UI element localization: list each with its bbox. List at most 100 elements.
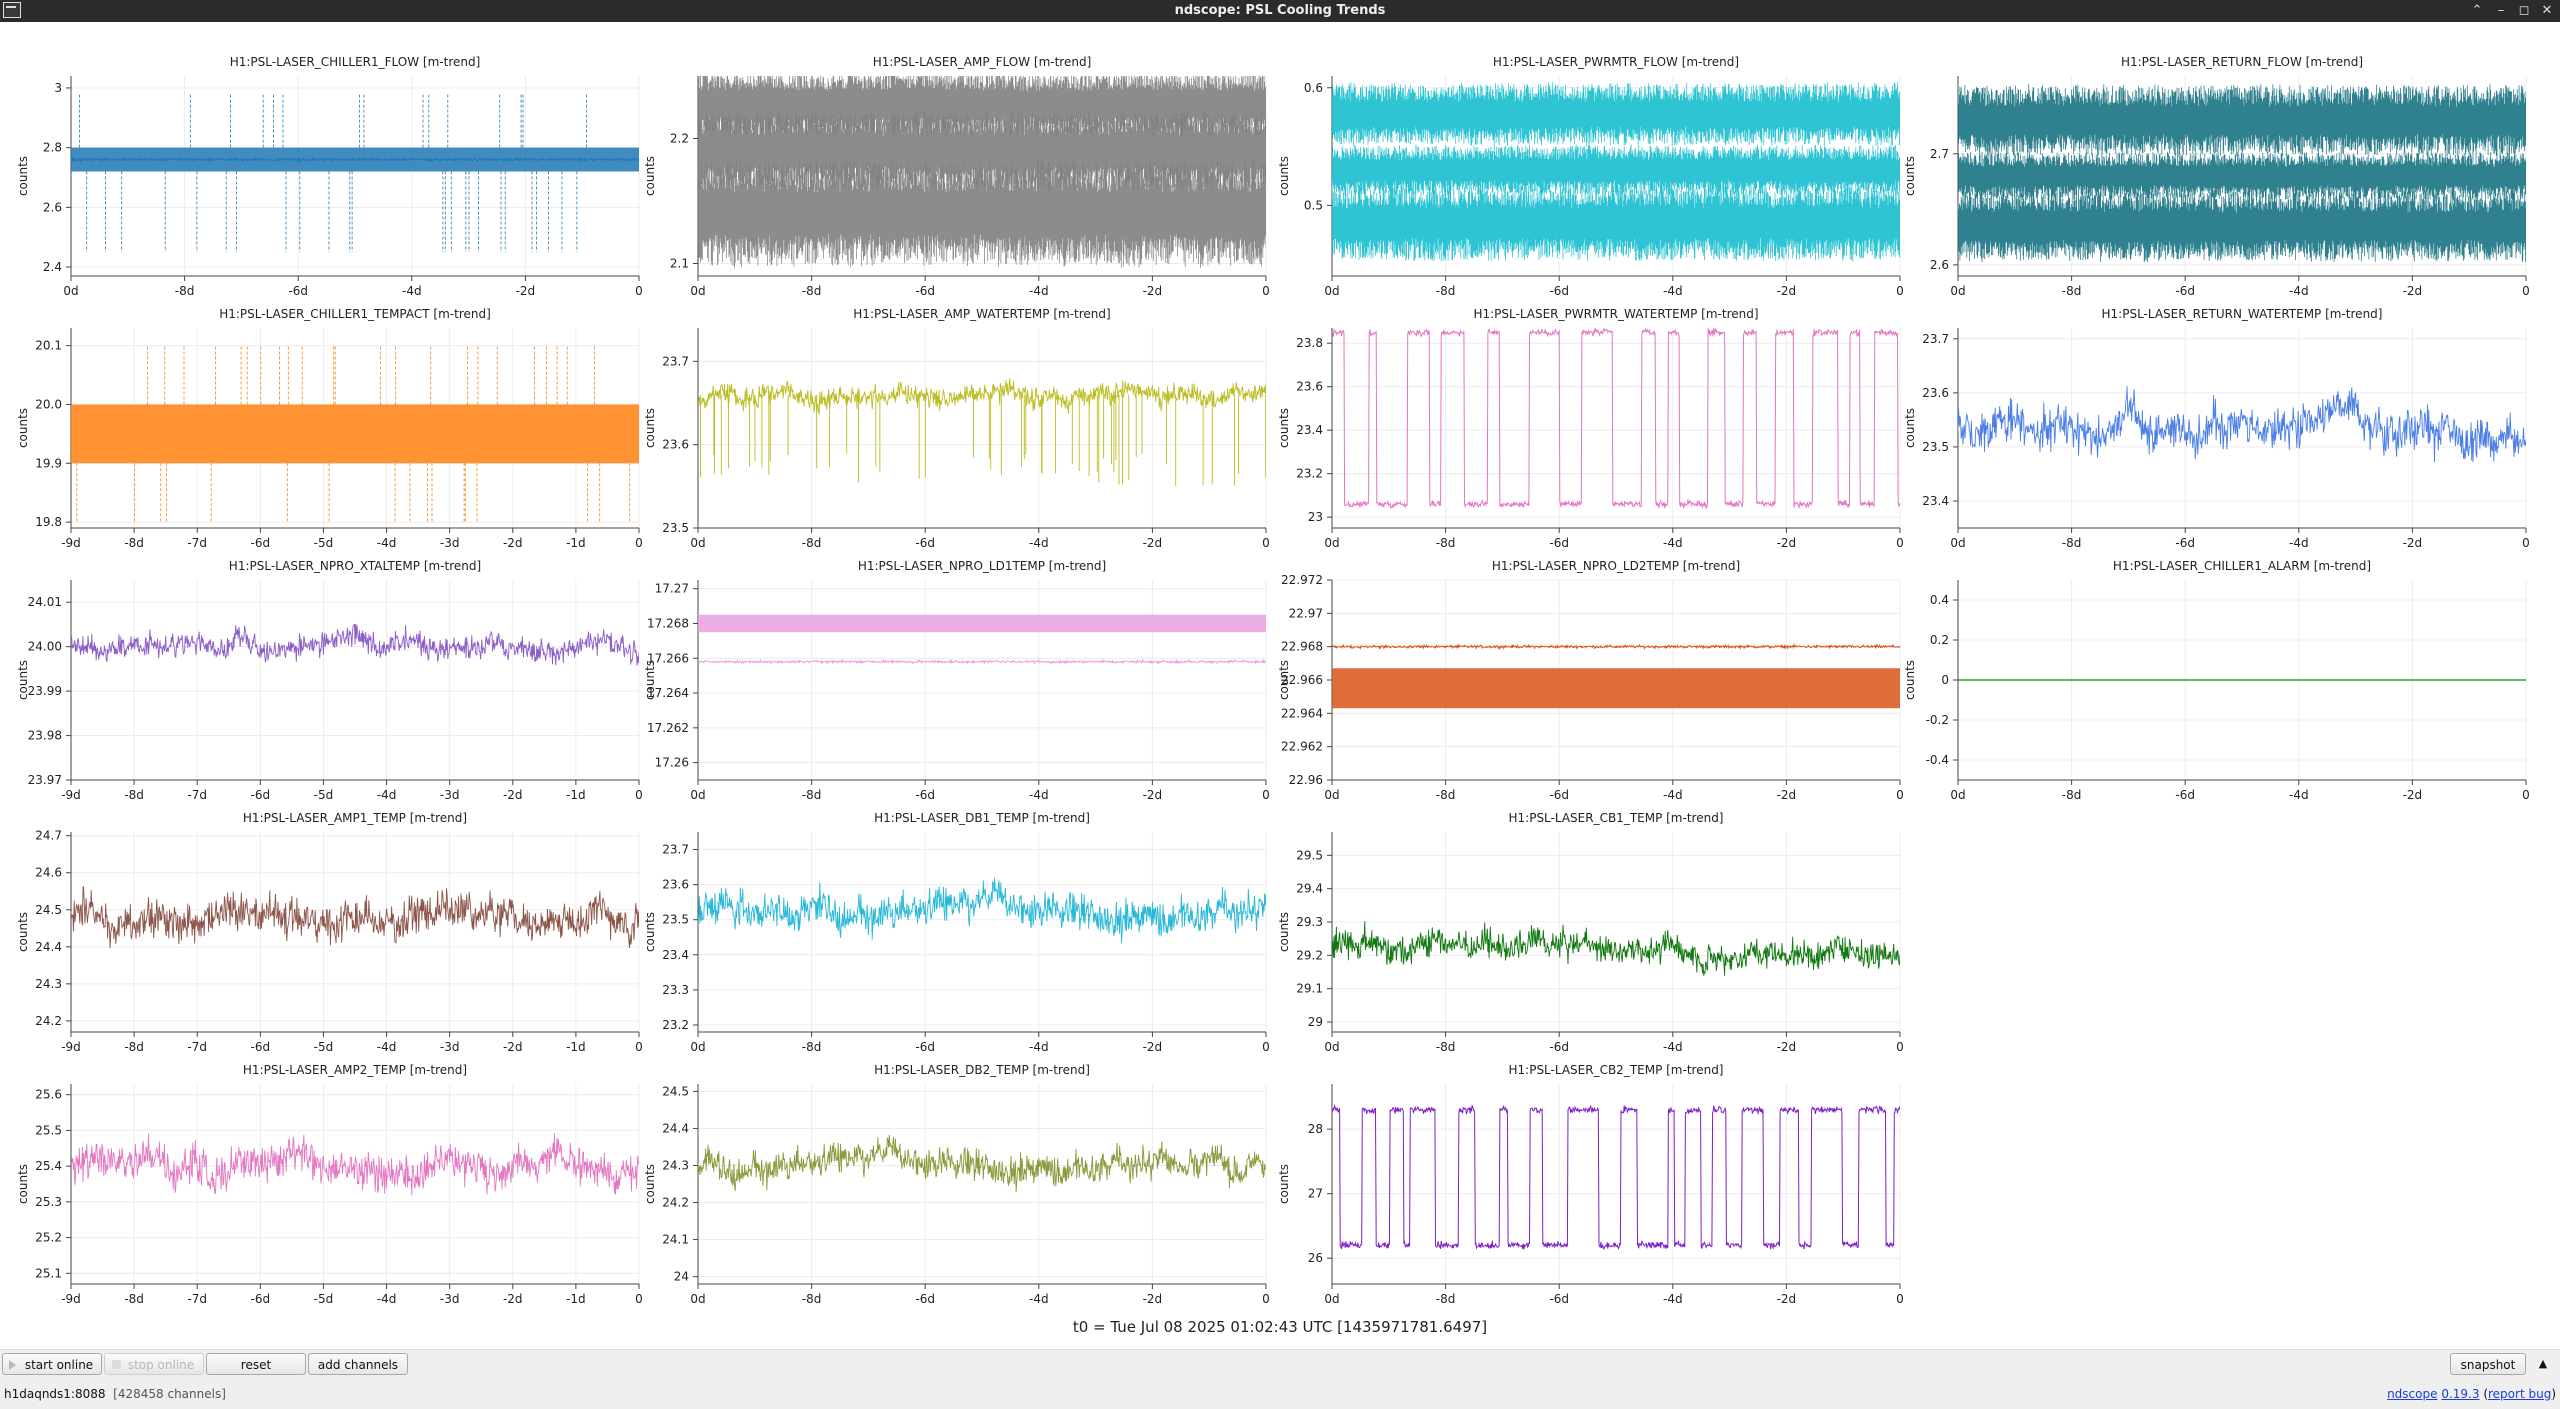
x-tick-label: -6d [1549, 1292, 1569, 1306]
x-tick-label: -4d [1663, 284, 1683, 298]
plot-panel[interactable]: H1:PSL-LASER_CHILLER1_TEMPACT [m-trend] c… [16, 307, 643, 550]
reset-button[interactable]: reset [206, 1353, 306, 1375]
plot-panel[interactable]: H1:PSL-LASER_RETURN_FLOW [m-trend] counts… [1903, 55, 2530, 298]
snapshot-button[interactable]: snapshot [2450, 1353, 2526, 1375]
y-tick-label: 28 [1308, 1122, 1323, 1136]
x-tick-label: -6d [915, 1292, 935, 1306]
plot-panel[interactable]: H1:PSL-LASER_CB1_TEMP [m-trend] counts 0d -… [1277, 811, 1904, 1054]
plot-panel[interactable]: H1:PSL-LASER_DB2_TEMP [m-trend] counts 0d -… [643, 1063, 1270, 1306]
plot-panel[interactable]: H1:PSL-LASER_NPRO_XTALTEMP [m-trend] coun… [16, 559, 643, 802]
plot-panel[interactable]: H1:PSL-LASER_PWRMTR_WATERTEMP [m-trend] c… [1277, 307, 1904, 550]
x-tick-label: -6d [915, 1040, 935, 1054]
y-tick-label: 24.4 [35, 940, 62, 954]
plot-panel[interactable]: H1:PSL-LASER_AMP_FLOW [m-trend] counts 0d -… [643, 55, 1270, 298]
y-tick-label: 24.1 [662, 1233, 689, 1247]
x-tick-label: -8d [2062, 536, 2082, 550]
y-tick-label: 23.5 [662, 913, 689, 927]
x-tick-label: -4d [377, 536, 397, 550]
x-tick-label: -8d [1436, 536, 1456, 550]
x-tick-label: -7d [187, 788, 207, 802]
x-tick-label: -8d [124, 536, 144, 550]
plot-title: H1:PSL-LASER_AMP1_TEMP [m-trend] [243, 811, 467, 825]
report-bug-link[interactable]: report bug [2488, 1387, 2552, 1401]
plot-panel[interactable]: H1:PSL-LASER_AMP1_TEMP [m-trend] counts -9… [16, 811, 643, 1054]
y-axis-label: counts [1277, 156, 1291, 196]
plot-panel[interactable]: H1:PSL-LASER_AMP_WATERTEMP [m-trend] coun… [643, 307, 1270, 550]
y-axis-label: counts [1903, 408, 1917, 448]
plot-title: H1:PSL-LASER_CHILLER1_ALARM [m-trend] [2113, 559, 2371, 573]
y-tick-label: 26 [1308, 1251, 1323, 1265]
maximize-icon[interactable]: ◻ [2518, 3, 2530, 18]
plot-title: H1:PSL-LASER_NPRO_LD2TEMP [m-trend] [1492, 559, 1740, 573]
start-online-button[interactable]: start online [2, 1353, 102, 1375]
y-tick-label: 23.7 [662, 843, 689, 857]
x-tick-label: 0 [2522, 536, 2530, 550]
y-tick-label: 22.962 [1281, 740, 1323, 754]
x-tick-label: -8d [802, 788, 822, 802]
y-tick-label: 20.1 [35, 339, 62, 353]
x-tick-label: 0d [690, 1292, 705, 1306]
y-tick-label: 22.964 [1281, 706, 1323, 720]
close-icon[interactable]: ✕ [2541, 3, 2553, 18]
y-tick-label: 2.2 [670, 132, 689, 146]
nds-server: h1daqnds1:8088 [4, 1387, 106, 1401]
y-tick-label: 23.8 [1296, 336, 1323, 350]
y-tick-label: 23.99 [28, 684, 62, 698]
x-tick-label: -8d [175, 284, 195, 298]
expand-icon[interactable]: ▲ [2538, 1357, 2548, 1370]
plot-panel[interactable]: H1:PSL-LASER_CB2_TEMP [m-trend] counts 0d -… [1277, 1063, 1904, 1306]
plot-title: H1:PSL-LASER_NPRO_XTALTEMP [m-trend] [229, 559, 481, 573]
y-tick-label: 23.2 [662, 1018, 689, 1032]
plot-title: H1:PSL-LASER_PWRMTR_WATERTEMP [m-trend] [1473, 307, 1758, 321]
plot-title: H1:PSL-LASER_DB1_TEMP [m-trend] [874, 811, 1090, 825]
x-tick-label: 0 [1262, 1040, 1270, 1054]
x-tick-label: 0 [1896, 284, 1904, 298]
ndscope-link[interactable]: ndscope [2387, 1387, 2438, 1401]
y-tick-label: 29.1 [1296, 982, 1323, 996]
x-tick-label: -6d [251, 1040, 271, 1054]
x-tick-label: -6d [1549, 284, 1569, 298]
y-tick-label: 25.6 [35, 1088, 62, 1102]
x-tick-label: -4d [2289, 536, 2309, 550]
x-tick-label: -4d [1029, 1292, 1049, 1306]
plot-panel[interactable]: H1:PSL-LASER_CHILLER1_FLOW [m-trend] coun… [16, 55, 643, 298]
y-tick-label: 23.5 [662, 521, 689, 535]
data-trace [1332, 328, 1900, 510]
x-tick-label: -8d [124, 1292, 144, 1306]
data-trace [71, 93, 639, 253]
plot-panel[interactable]: H1:PSL-LASER_NPRO_LD2TEMP [m-trend] count… [1277, 559, 1904, 802]
x-tick-label: -4d [1029, 536, 1049, 550]
x-tick-label: -6d [288, 284, 308, 298]
version-link[interactable]: 0.19.3 [2441, 1387, 2480, 1401]
data-trace [698, 1134, 1266, 1193]
stop-online-button[interactable]: stop online [104, 1353, 204, 1375]
y-tick-label: 23.2 [1296, 467, 1323, 481]
plot-panel[interactable]: H1:PSL-LASER_CHILLER1_ALARM [m-trend] cou… [1903, 559, 2530, 802]
x-tick-label: -4d [1029, 788, 1049, 802]
x-tick-label: -4d [1663, 1292, 1683, 1306]
plot-panel[interactable]: H1:PSL-LASER_DB1_TEMP [m-trend] counts 0d -… [643, 811, 1270, 1054]
y-tick-label: 24.6 [35, 866, 62, 880]
y-tick-label: 23.6 [1296, 380, 1323, 394]
minimize-icon[interactable]: – [2497, 3, 2505, 18]
app-icon[interactable] [3, 2, 21, 18]
x-tick-label: 0d [1324, 1292, 1339, 1306]
plot-title: H1:PSL-LASER_RETURN_FLOW [m-trend] [2121, 55, 2363, 69]
y-axis-label: counts [16, 408, 30, 448]
x-tick-label: -2d [1777, 1292, 1797, 1306]
add-channels-button[interactable]: add channels [308, 1353, 408, 1375]
x-tick-label: -3d [440, 536, 460, 550]
x-tick-label: 0 [2522, 284, 2530, 298]
plot-panel[interactable]: H1:PSL-LASER_PWRMTR_FLOW [m-trend] counts… [1277, 55, 1904, 298]
y-tick-label: 25.1 [35, 1266, 62, 1280]
x-tick-label: 0 [1262, 788, 1270, 802]
plot-panel[interactable]: H1:PSL-LASER_NPRO_LD1TEMP [m-trend] count… [643, 559, 1270, 802]
chevron-up-icon[interactable]: ⌃ [2471, 3, 2483, 18]
x-tick-label: -8d [802, 284, 822, 298]
x-tick-label: -6d [2175, 284, 2195, 298]
data-trace [1332, 921, 1900, 976]
plot-panel[interactable]: H1:PSL-LASER_AMP2_TEMP [m-trend] counts -9… [16, 1063, 643, 1306]
x-tick-label: -2d [516, 284, 536, 298]
plot-grid[interactable]: H1:PSL-LASER_CHILLER1_FLOW [m-trend] coun… [0, 22, 2560, 1312]
plot-panel[interactable]: H1:PSL-LASER_RETURN_WATERTEMP [m-trend] c… [1903, 307, 2530, 550]
